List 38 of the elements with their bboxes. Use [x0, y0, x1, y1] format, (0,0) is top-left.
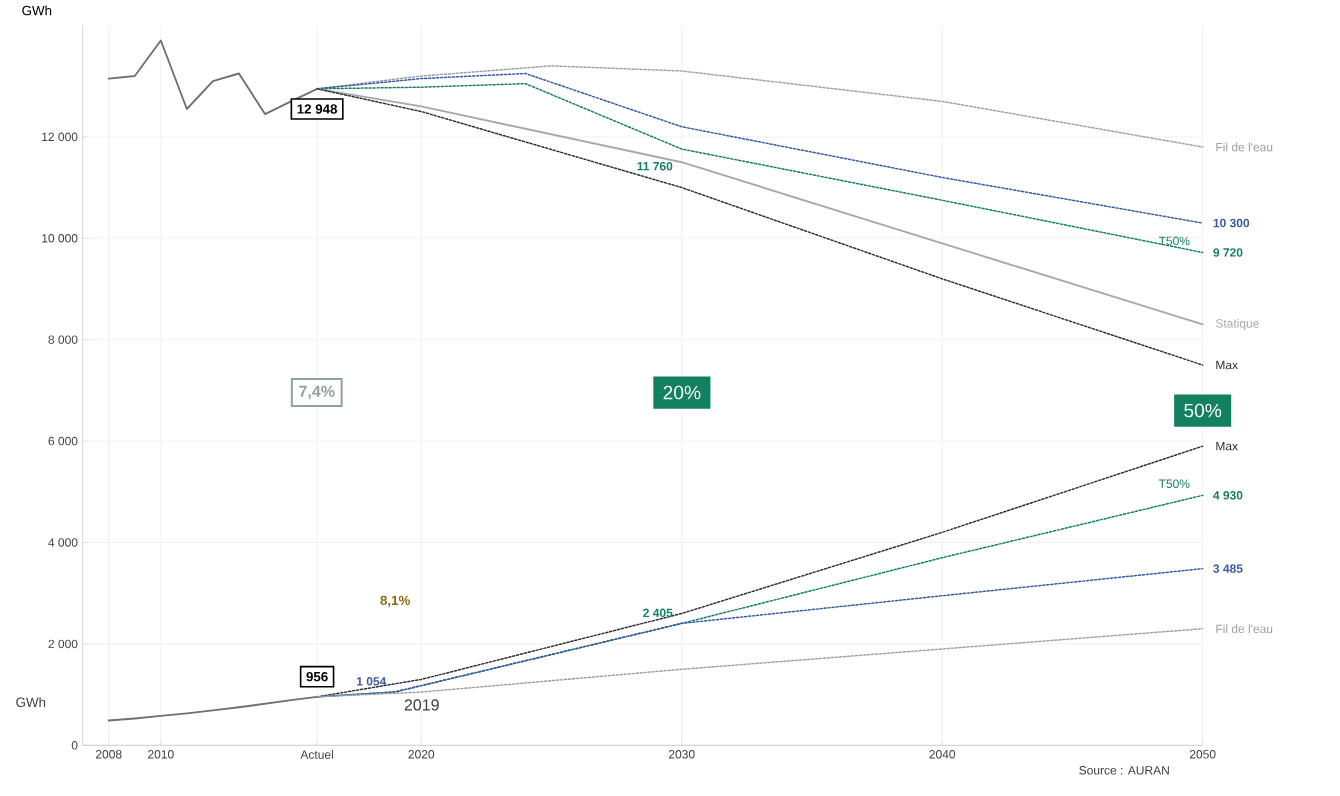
annotation: 50% — [1184, 403, 1222, 418]
data-label: 10 300 — [1213, 218, 1250, 228]
y-axis-title: GWh — [22, 5, 52, 16]
data-label: 4 930 — [1213, 491, 1243, 500]
series-label: Statique — [1215, 318, 1259, 331]
annotation: 20% — [663, 385, 701, 400]
series-label: Fil de l'eau — [1216, 624, 1273, 634]
series-label: T50% — [1158, 236, 1190, 246]
x-tick-label: 2008 — [95, 750, 122, 759]
y-tick-label: 12 000 — [42, 132, 78, 142]
data-label: 2 405 — [643, 608, 673, 618]
series-label: Max — [1216, 441, 1238, 451]
source-note: Source : AURAN — [1079, 766, 1169, 775]
data-label: 12 948 — [297, 104, 338, 114]
series-label: Fil de l'eau — [1216, 142, 1273, 152]
x-tick-label: 2050 — [1189, 750, 1216, 759]
x-tick-label: 2010 — [148, 750, 174, 759]
y-tick-label: 0 — [71, 741, 78, 750]
data-label: 9 720 — [1213, 248, 1243, 257]
x-tick-label: Actuel — [300, 750, 333, 759]
annotation: 7,4% — [299, 385, 335, 400]
data-label: 11 760 — [637, 161, 673, 171]
y-tick-label: 8 000 — [48, 335, 78, 344]
y-tick-label: 10 000 — [42, 234, 78, 243]
x-tick-label: 2040 — [929, 750, 956, 759]
data-label: 1 054 — [357, 677, 387, 686]
y-tick-label: 6 000 — [48, 436, 78, 446]
x-tick-label: 2030 — [669, 750, 695, 759]
annotation: 2019 — [404, 699, 439, 711]
y-tick-label: 2 000 — [48, 639, 78, 649]
y-tick-label: 4 000 — [48, 538, 78, 547]
text: GWh — [16, 697, 46, 708]
series-label: T50% — [1158, 479, 1190, 488]
series-label: Max — [1216, 360, 1238, 370]
data-label: 3 485 — [1213, 564, 1243, 573]
data-label: 956 — [306, 671, 328, 682]
x-tick-label: 2020 — [408, 750, 435, 759]
annotation: 8,1% — [380, 595, 410, 608]
